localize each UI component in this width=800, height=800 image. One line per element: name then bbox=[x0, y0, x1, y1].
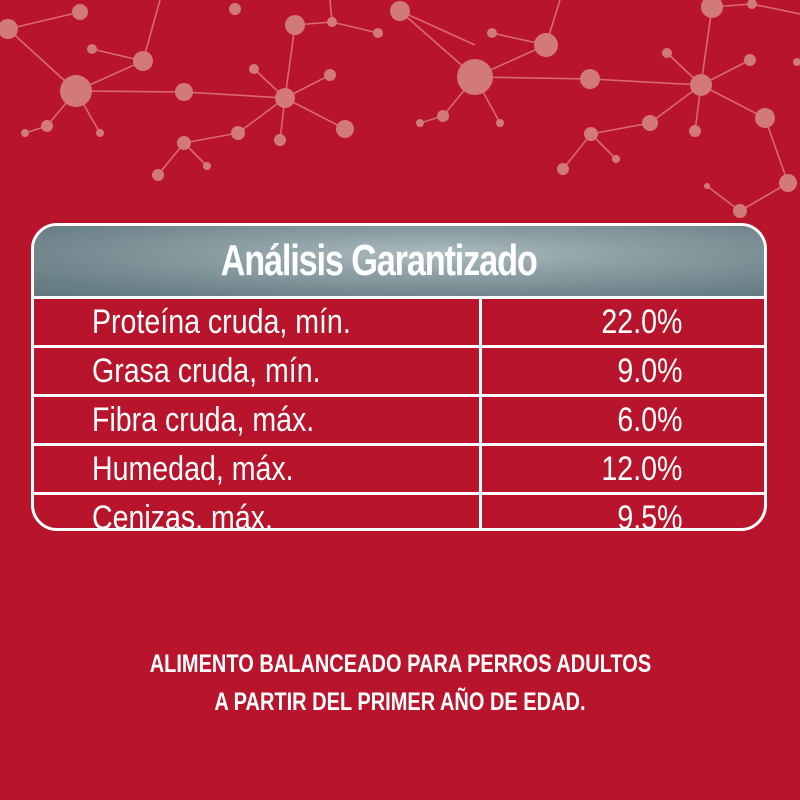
table-row: Fibra cruda, máx. 6.0% bbox=[34, 397, 764, 446]
guaranteed-analysis-table: Análisis Garantizado Proteína cruda, mín… bbox=[31, 223, 767, 531]
nutrient-value-text: 6.0% bbox=[616, 401, 682, 439]
nutrient-value-text: 9.0% bbox=[616, 352, 682, 390]
product-description: ALIMENTO BALANCEADO PARA PERROS ADULTOS … bbox=[0, 645, 800, 721]
table-row: Humedad, máx. 12.0% bbox=[34, 446, 764, 495]
nutrient-label-text: Fibra cruda, máx. bbox=[92, 401, 315, 439]
nutrient-label-text: Proteína cruda, mín. bbox=[92, 303, 351, 341]
description-line-2-text: A PARTIR DEL PRIMER AÑO DE EDAD. bbox=[214, 688, 586, 716]
nutrient-label: Cenizas, máx. bbox=[34, 495, 482, 531]
nutrient-label-text: Grasa cruda, mín. bbox=[92, 352, 321, 390]
nutrient-value: 9.5% bbox=[482, 495, 764, 531]
table-row: Cenizas, máx. 9.5% bbox=[34, 495, 764, 531]
nutrient-value: 22.0% bbox=[482, 299, 764, 345]
nutrient-label: Proteína cruda, mín. bbox=[34, 299, 482, 345]
nutrient-label: Fibra cruda, máx. bbox=[34, 397, 482, 443]
table-title: Análisis Garantizado bbox=[220, 236, 538, 285]
molecule-network-icon bbox=[0, 0, 800, 218]
nutrient-value: 12.0% bbox=[482, 446, 764, 492]
table-row: Grasa cruda, mín. 9.0% bbox=[34, 348, 764, 397]
nutrient-value: 6.0% bbox=[482, 397, 764, 443]
nutrient-label-text: Humedad, máx. bbox=[92, 450, 294, 488]
nutrient-label: Humedad, máx. bbox=[34, 446, 482, 492]
description-line-1: ALIMENTO BALANCEADO PARA PERROS ADULTOS bbox=[0, 645, 800, 683]
table-body: Proteína cruda, mín. 22.0% Grasa cruda, … bbox=[34, 299, 764, 531]
table-row: Proteína cruda, mín. 22.0% bbox=[34, 299, 764, 348]
nutrient-label-text: Cenizas, máx. bbox=[92, 499, 273, 531]
nutrient-value-text: 9.5% bbox=[616, 499, 682, 531]
table-header: Análisis Garantizado bbox=[34, 226, 764, 299]
nutrient-label: Grasa cruda, mín. bbox=[34, 348, 482, 394]
description-line-2: A PARTIR DEL PRIMER AÑO DE EDAD. bbox=[0, 683, 800, 721]
nutrient-value-text: 12.0% bbox=[601, 450, 682, 488]
nutrient-value: 9.0% bbox=[482, 348, 764, 394]
description-line-1-text: ALIMENTO BALANCEADO PARA PERROS ADULTOS bbox=[149, 650, 651, 678]
nutrient-value-text: 22.0% bbox=[601, 303, 682, 341]
